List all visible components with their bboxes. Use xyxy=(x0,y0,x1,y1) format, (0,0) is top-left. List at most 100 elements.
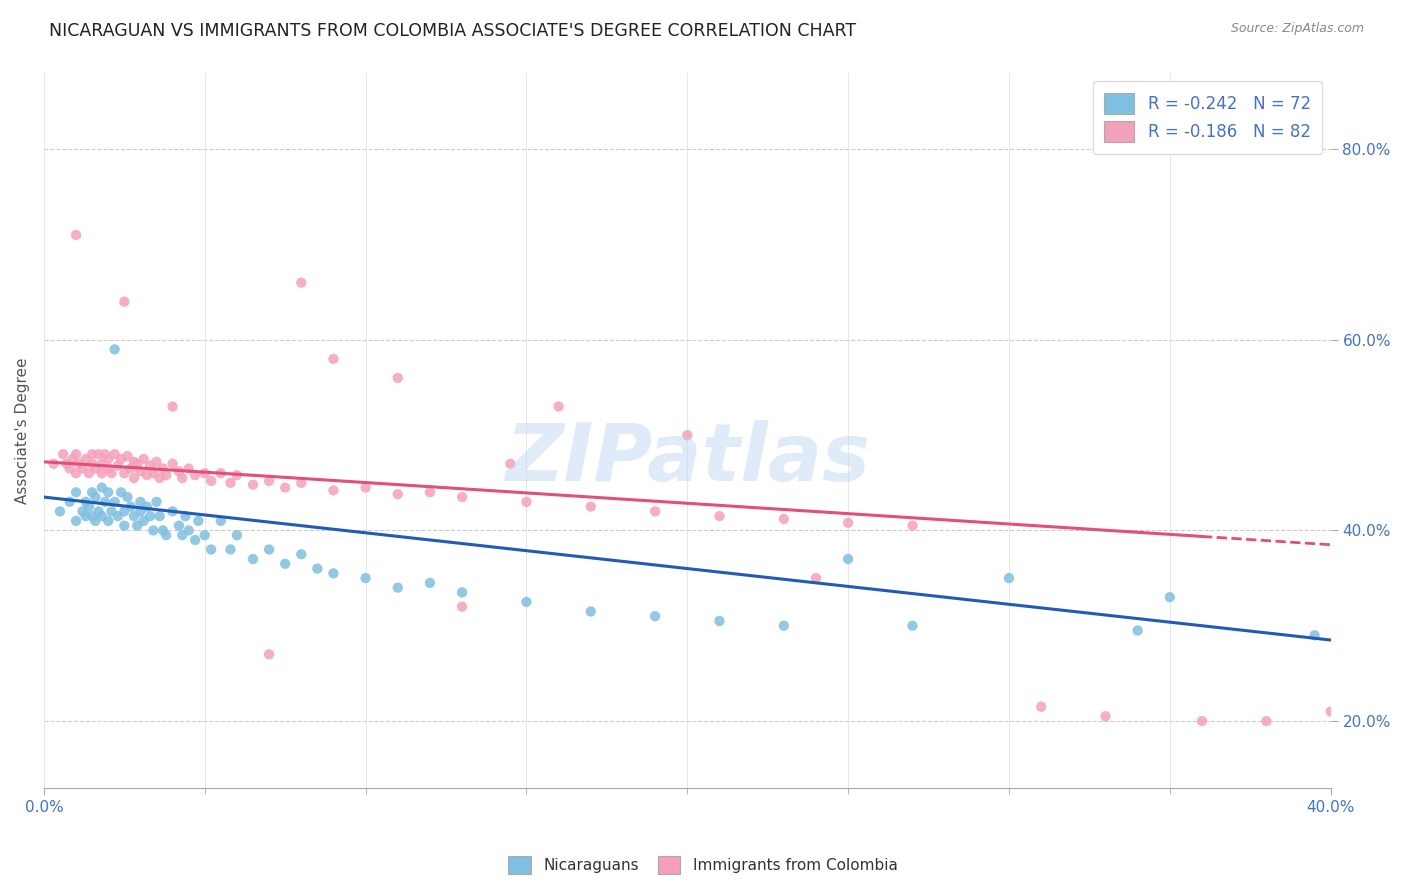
Point xyxy=(194,467,217,481)
Point xyxy=(104,447,127,461)
Point xyxy=(42,457,65,471)
Point xyxy=(84,461,107,475)
Point xyxy=(122,509,145,524)
Point xyxy=(200,474,222,488)
Point xyxy=(225,528,247,542)
Point xyxy=(257,648,280,662)
Point xyxy=(152,461,174,475)
Point xyxy=(772,512,794,526)
Point xyxy=(167,518,190,533)
Point xyxy=(290,276,312,290)
Point xyxy=(142,524,165,538)
Point xyxy=(322,483,344,498)
Point xyxy=(97,452,120,467)
Point xyxy=(177,461,200,475)
Point xyxy=(94,495,117,509)
Point xyxy=(499,457,522,471)
Point xyxy=(62,452,84,467)
Point xyxy=(184,533,207,547)
Point xyxy=(90,481,112,495)
Point xyxy=(90,457,112,471)
Point xyxy=(82,485,104,500)
Point xyxy=(174,509,197,524)
Point xyxy=(120,500,142,514)
Point xyxy=(112,518,135,533)
Point xyxy=(65,447,87,461)
Point xyxy=(354,571,377,585)
Point xyxy=(129,464,152,478)
Point xyxy=(97,514,120,528)
Point xyxy=(87,504,110,518)
Point xyxy=(242,552,264,566)
Point xyxy=(90,509,112,524)
Point xyxy=(120,461,142,475)
Point xyxy=(187,514,209,528)
Point xyxy=(515,495,537,509)
Point xyxy=(998,571,1021,585)
Point xyxy=(72,504,94,518)
Point xyxy=(139,458,162,473)
Point xyxy=(177,524,200,538)
Point xyxy=(1031,699,1053,714)
Point xyxy=(772,619,794,633)
Point xyxy=(152,524,174,538)
Point xyxy=(149,471,172,485)
Point xyxy=(129,504,152,518)
Point xyxy=(172,528,194,542)
Point xyxy=(65,514,87,528)
Point xyxy=(290,547,312,561)
Point xyxy=(129,495,152,509)
Point xyxy=(1319,705,1341,719)
Point xyxy=(104,495,127,509)
Point xyxy=(132,514,155,528)
Point xyxy=(67,457,90,471)
Point xyxy=(117,490,139,504)
Point xyxy=(162,400,184,414)
Point xyxy=(644,609,666,624)
Point xyxy=(172,471,194,485)
Point xyxy=(209,467,232,481)
Point xyxy=(307,561,329,575)
Point xyxy=(200,542,222,557)
Point xyxy=(97,485,120,500)
Point xyxy=(97,461,120,475)
Point xyxy=(82,457,104,471)
Point xyxy=(209,514,232,528)
Point xyxy=(149,509,172,524)
Point xyxy=(84,490,107,504)
Point xyxy=(579,604,602,618)
Point xyxy=(1094,709,1116,723)
Point xyxy=(110,485,132,500)
Point xyxy=(837,552,859,566)
Point xyxy=(451,490,474,504)
Point xyxy=(127,457,149,471)
Point xyxy=(52,447,75,461)
Point xyxy=(194,528,217,542)
Point xyxy=(75,509,97,524)
Point xyxy=(87,447,110,461)
Point xyxy=(1303,628,1326,642)
Point xyxy=(77,500,100,514)
Point xyxy=(117,449,139,463)
Point xyxy=(82,447,104,461)
Point xyxy=(135,468,157,483)
Point xyxy=(419,485,441,500)
Point xyxy=(107,509,129,524)
Point xyxy=(837,516,859,530)
Y-axis label: Associate's Degree: Associate's Degree xyxy=(15,357,30,504)
Point xyxy=(451,599,474,614)
Point xyxy=(274,557,297,571)
Point xyxy=(709,509,731,524)
Point xyxy=(290,475,312,490)
Legend: R = -0.242   N = 72, R = -0.186   N = 82: R = -0.242 N = 72, R = -0.186 N = 82 xyxy=(1092,81,1323,154)
Point xyxy=(1159,590,1181,604)
Point xyxy=(354,481,377,495)
Point xyxy=(112,504,135,518)
Point xyxy=(145,455,167,469)
Point xyxy=(65,467,87,481)
Point xyxy=(100,467,122,481)
Point xyxy=(65,485,87,500)
Point xyxy=(579,500,602,514)
Point xyxy=(112,467,135,481)
Point xyxy=(1126,624,1149,638)
